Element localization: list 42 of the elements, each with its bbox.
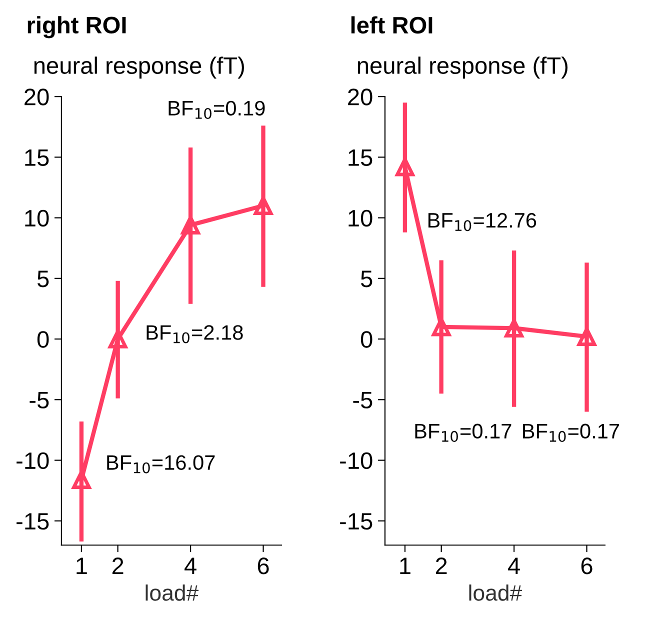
x-tick-label: 4 (508, 558, 520, 574)
chart-title: left ROI (351, 16, 432, 34)
x-axis-title: load# (469, 584, 522, 601)
x-tick-label: 2 (112, 558, 124, 574)
y-tick-label: 5 (360, 270, 372, 288)
y-tick-label: 10 (348, 210, 372, 227)
x-tick-label: 1 (400, 558, 410, 574)
y-tick-label: -15 (16, 513, 49, 530)
y-tick-label: 0 (37, 331, 49, 348)
annotation: BF$_{10}$=16.07 (107, 455, 215, 474)
chart-title: right ROI (28, 16, 126, 38)
y-tick-label: 5 (37, 270, 49, 288)
point (254, 196, 273, 216)
y-tick-label: 15 (25, 149, 49, 166)
y-tick-label: 20 (348, 88, 372, 106)
y-tick-label: -10 (16, 452, 49, 470)
point (108, 330, 128, 348)
y-tick-label: -10 (340, 452, 372, 470)
x-tick-label: 6 (258, 558, 269, 574)
y-tick-label: 10 (25, 210, 49, 227)
point (181, 216, 200, 234)
point (504, 318, 524, 338)
point (72, 470, 91, 490)
x-axis-title: load# (146, 584, 199, 601)
y-tick-label: 0 (360, 331, 372, 348)
point (577, 327, 596, 346)
annotation: BF$_{10}$=0.17 (415, 424, 512, 442)
y-tick-label: 20 (24, 88, 49, 106)
annotation: BF$_{10}$=0.17 (523, 424, 619, 442)
y-tick-label: -15 (340, 513, 372, 530)
annotation: BF$_{10}$=0.19 (168, 100, 265, 119)
x-tick-label: 1 (76, 558, 87, 574)
y-axis-title: neural response (fT) (34, 56, 244, 79)
y-tick-label: -5 (353, 392, 372, 408)
x-tick-label: 6 (581, 558, 592, 574)
x-tick-label: 2 (436, 558, 447, 574)
y-tick-label: -5 (30, 392, 49, 408)
annotation: BF$_{10}$=12.76 (428, 212, 536, 232)
y-axis-title: neural response (fT) (358, 56, 568, 79)
annotation: BF$_{10}$=2.18 (146, 325, 243, 344)
y-tick-label: 15 (348, 149, 372, 166)
x-tick-label: 4 (184, 558, 196, 574)
